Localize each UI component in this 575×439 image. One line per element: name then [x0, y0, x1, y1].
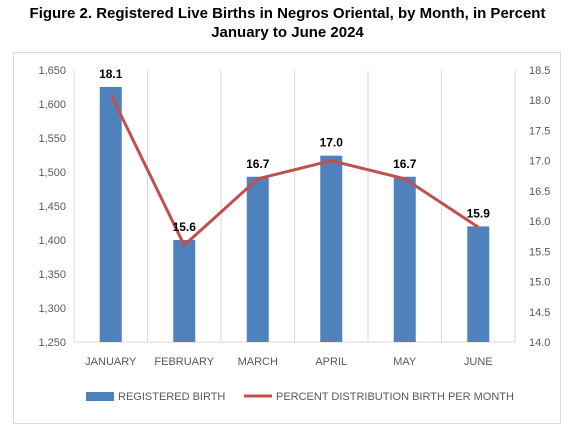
left-tick-label: 1,400 [38, 235, 66, 247]
chart-title-line1: Figure 2. Registered Live Births in Negr… [29, 5, 546, 22]
left-tick-label: 1,450 [38, 201, 66, 213]
left-tick-label: 1,300 [38, 303, 66, 315]
legend-bar-label: REGISTERED BIRTH [118, 391, 225, 403]
right-tick-label: 14.5 [529, 307, 550, 319]
chart-frame [13, 52, 561, 424]
left-tick-label: 1,550 [38, 133, 66, 145]
right-tick-label: 15.5 [529, 246, 550, 258]
left-tick-label: 1,500 [38, 167, 66, 179]
bar-may [393, 176, 416, 342]
right-tick-label: 14.0 [529, 337, 550, 349]
left-tick-label: 1,250 [38, 337, 66, 349]
category-label: APRIL [315, 356, 347, 368]
data-label: 18.1 [99, 67, 123, 81]
bar-january [99, 87, 122, 342]
category-label: MARCH [238, 356, 278, 368]
right-tick-label: 18.5 [529, 65, 550, 77]
chart-title: Figure 2. Registered Live Births in Negr… [0, 4, 575, 42]
data-label: 15.6 [173, 220, 197, 234]
chart-title-line2: January to June 2024 [211, 24, 364, 41]
right-tick-label: 17.5 [529, 125, 550, 137]
right-tick-label: 16.5 [529, 186, 550, 198]
left-tick-label: 1,350 [38, 269, 66, 281]
bar-march [246, 176, 269, 342]
right-tick-label: 17.0 [529, 156, 550, 168]
category-label: JANUARY [85, 356, 137, 368]
left-tick-label: 1,600 [38, 99, 66, 111]
category-label: FEBRUARY [154, 356, 214, 368]
category-label: JUNE [464, 356, 493, 368]
right-tick-label: 18.0 [529, 95, 550, 107]
percent-line [109, 93, 480, 247]
bar-april [320, 155, 343, 342]
bar-june [467, 226, 490, 342]
legend-line-label: PERCENT DISTRIBUTION BIRTH PER MONTH [276, 391, 514, 403]
legend-bar-swatch [86, 392, 114, 401]
right-tick-label: 16.0 [529, 216, 550, 228]
data-label: 16.7 [393, 157, 417, 171]
data-label: 16.7 [246, 157, 270, 171]
right-tick-label: 15.0 [529, 277, 550, 289]
left-tick-label: 1,650 [38, 65, 66, 77]
category-label: MAY [393, 356, 417, 368]
bar-february [173, 240, 196, 342]
data-label: 15.9 [467, 206, 491, 220]
data-label: 17.0 [320, 136, 344, 150]
